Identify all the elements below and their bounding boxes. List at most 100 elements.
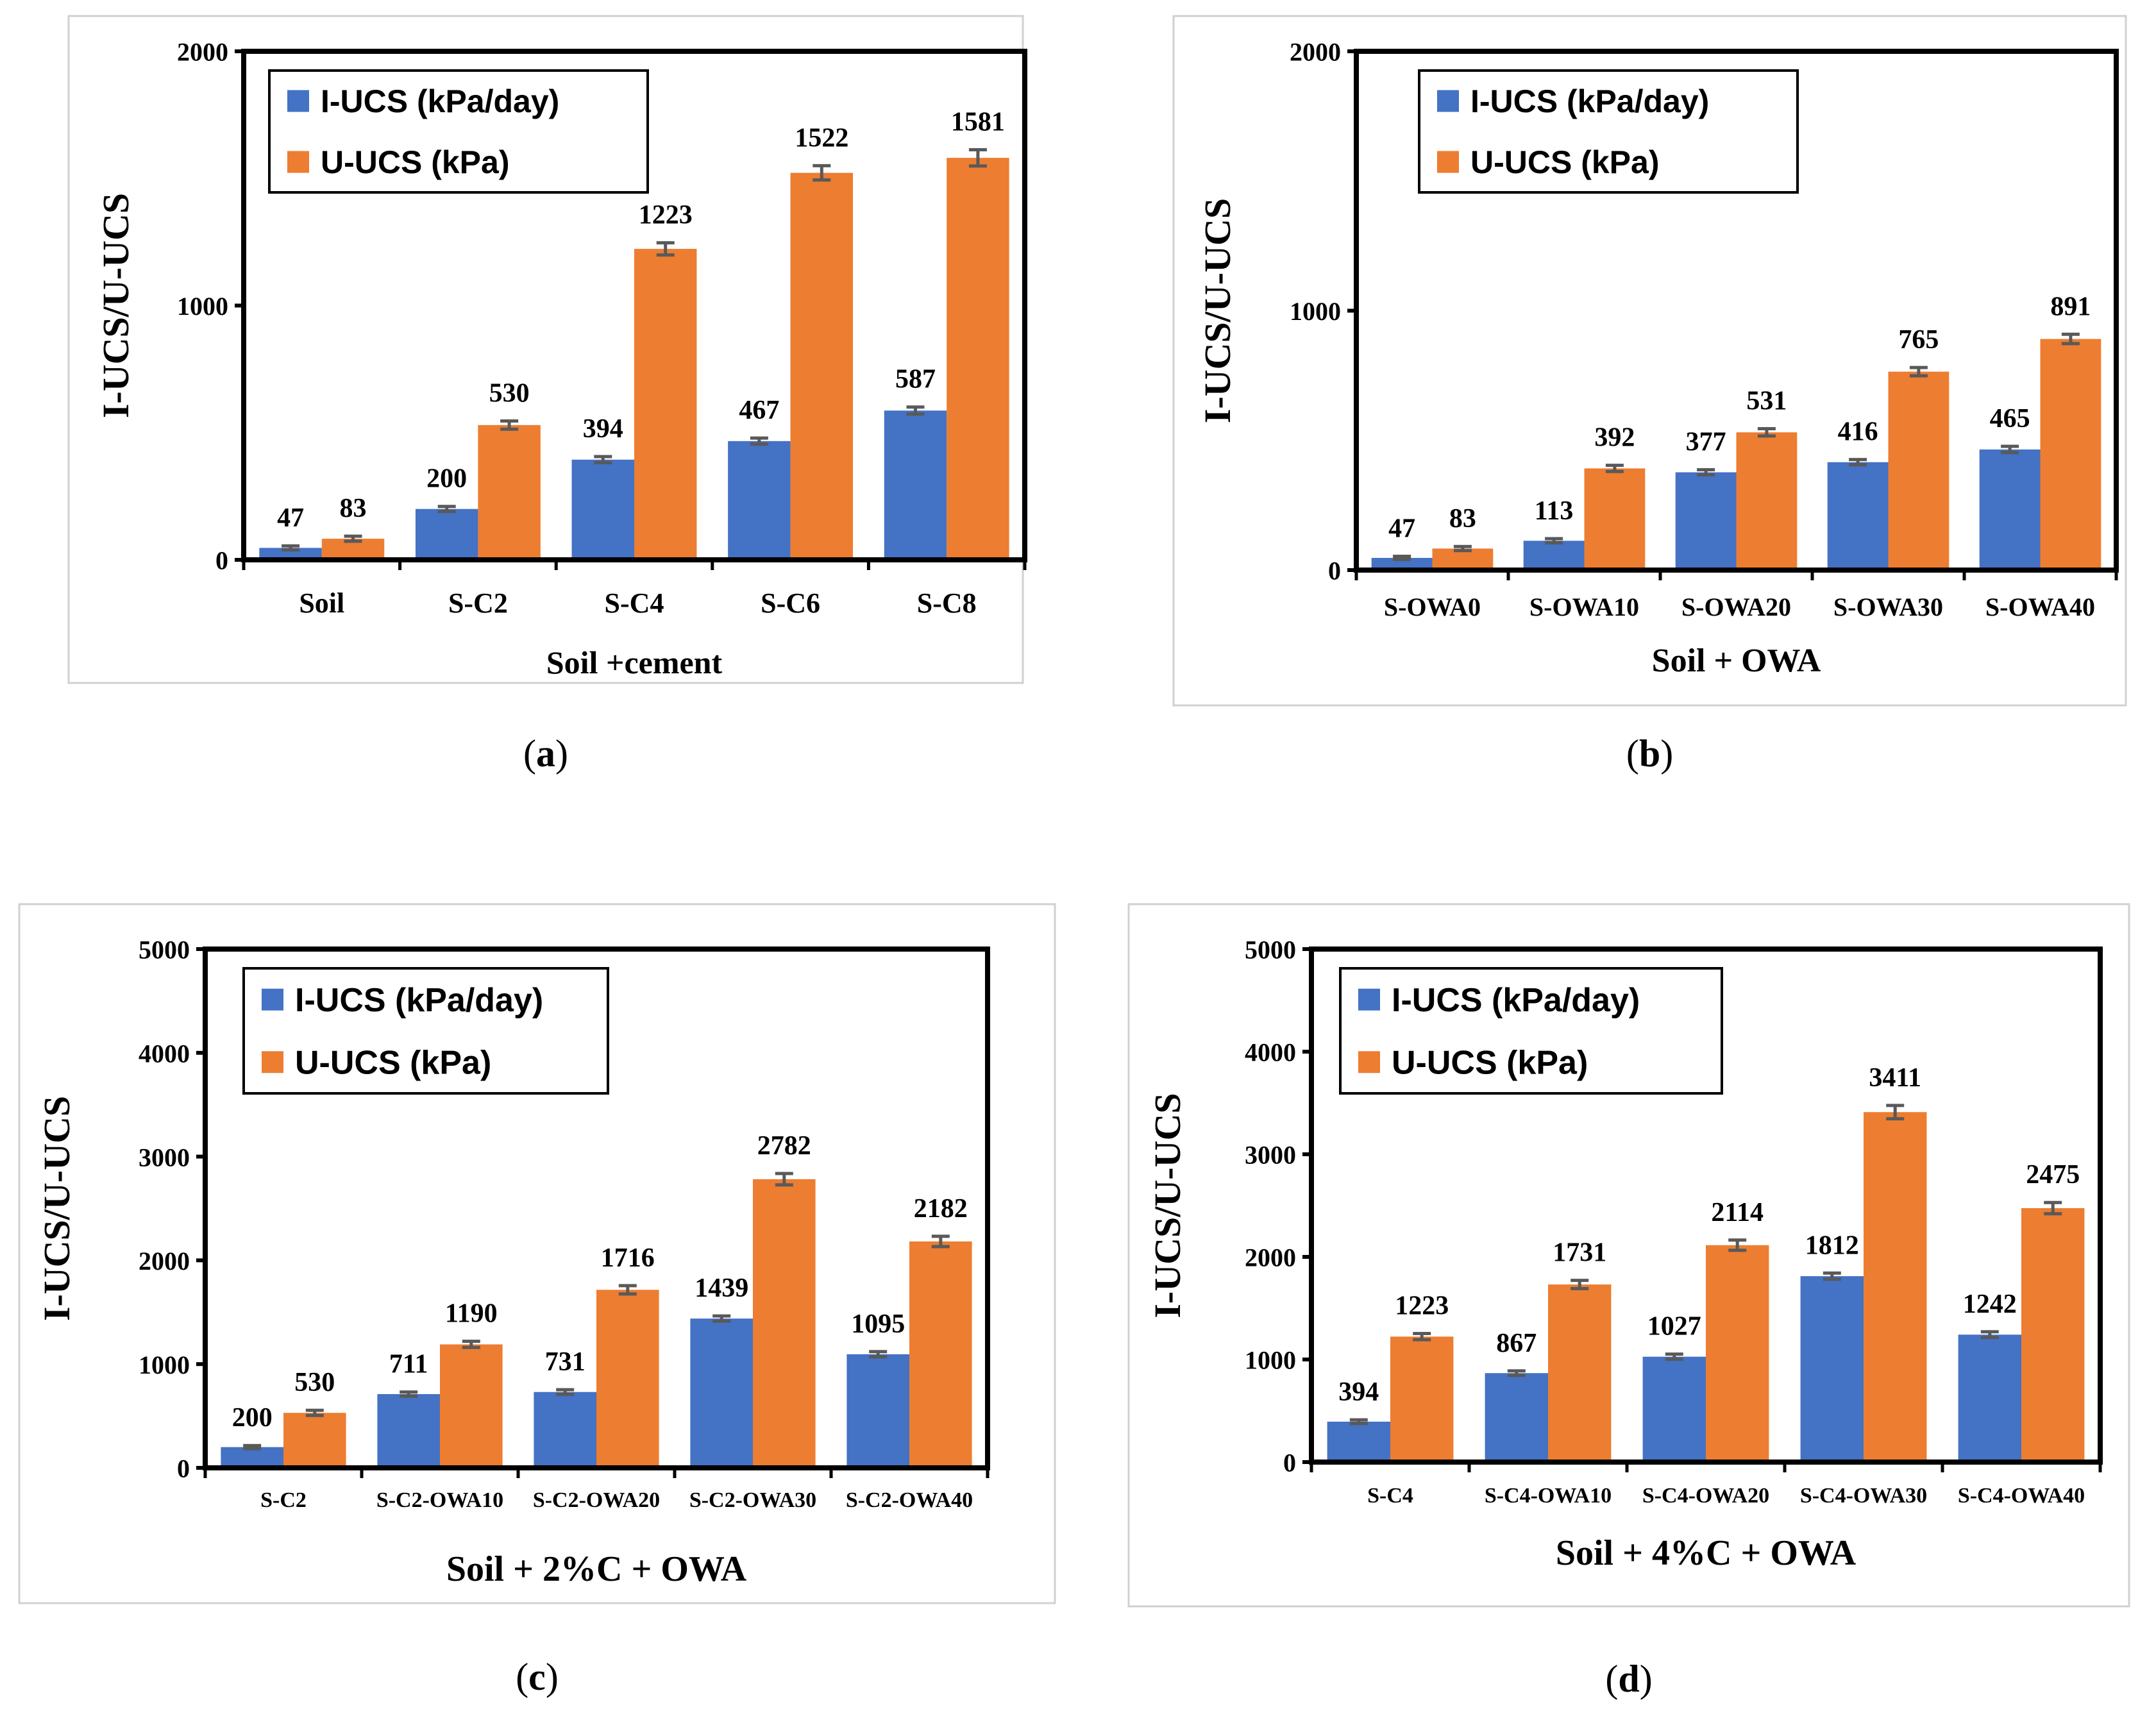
error-bar xyxy=(1728,1238,1747,1252)
data-label: 1716 xyxy=(601,1243,655,1273)
error-bar xyxy=(1909,366,1928,378)
legend-label: I-UCS (kPa/day) xyxy=(1470,83,1709,119)
error-bar xyxy=(1886,1104,1905,1121)
x-tick-label: S-C6 xyxy=(761,587,820,619)
data-label: 3411 xyxy=(1869,1063,1921,1093)
error-bar xyxy=(869,1350,888,1359)
plot-area: 47 113 377 416 465 83 392 531 765 891 xyxy=(1371,292,2101,570)
y-tick-label: 4000 xyxy=(1245,1038,1296,1067)
data-label: 1223 xyxy=(639,201,693,230)
legend-label: I-UCS (kPa/day) xyxy=(295,982,543,1019)
y-tick-label: 5000 xyxy=(139,936,190,964)
data-label: 731 xyxy=(545,1347,585,1377)
bar xyxy=(283,1413,346,1468)
x-tick-label: S-C2-OWA30 xyxy=(689,1488,816,1512)
x-tick-label: S-C4-OWA20 xyxy=(1642,1484,1769,1508)
caption-paren-open: ( xyxy=(523,732,536,775)
error-bar xyxy=(1393,555,1411,561)
bar xyxy=(1485,1373,1548,1462)
error-bar xyxy=(1545,537,1563,545)
panel-caption: (d) xyxy=(1605,1658,1652,1700)
data-label: 1581 xyxy=(951,107,1005,137)
error-bar xyxy=(618,1284,637,1296)
error-bar xyxy=(906,405,925,416)
bar xyxy=(1800,1276,1864,1462)
x-tick-label: S-OWA10 xyxy=(1529,593,1639,621)
error-bar xyxy=(305,1408,324,1417)
legend-swatch xyxy=(287,151,309,173)
x-tick-label: S-C2 xyxy=(448,587,508,619)
bar xyxy=(1706,1245,1769,1462)
data-label: 1731 xyxy=(1553,1238,1606,1268)
x-tick-label: S-C2-OWA40 xyxy=(846,1488,973,1512)
x-tick-label: S-OWA20 xyxy=(1681,593,1791,621)
bar xyxy=(909,1241,972,1468)
data-label: 2782 xyxy=(757,1131,811,1161)
caption-letter: d xyxy=(1618,1658,1639,1700)
error-bar xyxy=(1605,464,1624,473)
data-label: 465 xyxy=(1990,404,2030,433)
error-bar xyxy=(243,1443,262,1451)
legend: I-UCS (kPa/day) U-UCS (kPa) xyxy=(1418,69,1799,194)
bar xyxy=(1827,462,1889,570)
data-label: 47 xyxy=(277,503,304,533)
y-axis-title: I-UCS/U-UCS xyxy=(95,193,137,418)
data-label: 1190 xyxy=(445,1299,498,1329)
error-bar xyxy=(1571,1279,1589,1290)
bar xyxy=(2040,339,2101,570)
error-bar xyxy=(1849,458,1867,467)
y-tick-label: 1000 xyxy=(1290,297,1341,326)
x-axis-title: Soil + 4%C + OWA xyxy=(1556,1533,1857,1573)
error-bar xyxy=(712,1314,731,1323)
data-label: 83 xyxy=(340,494,367,523)
legend: I-UCS (kPa/day) U-UCS (kPa) xyxy=(242,967,609,1095)
bar xyxy=(534,1392,596,1468)
bar xyxy=(415,509,478,560)
y-tick-label: 4000 xyxy=(139,1039,190,1068)
y-tick-label: 5000 xyxy=(1245,936,1296,964)
error-bar xyxy=(775,1172,793,1187)
x-axis-title: Soil + OWA xyxy=(1652,643,1821,679)
data-label: 416 xyxy=(1838,417,1878,447)
data-label: 2475 xyxy=(2026,1160,2080,1190)
x-tick-label: S-C4 xyxy=(1367,1484,1413,1508)
legend-label: U-UCS (kPa) xyxy=(321,144,509,180)
y-tick-label: 0 xyxy=(215,546,228,575)
bar xyxy=(728,441,791,560)
error-bar xyxy=(1453,544,1472,553)
error-bar xyxy=(968,147,987,168)
y-tick-label: 1000 xyxy=(177,292,228,321)
error-bar xyxy=(1980,1330,1999,1340)
legend-frame xyxy=(1418,69,1799,194)
y-tick-label: 3000 xyxy=(139,1143,190,1172)
data-label: 587 xyxy=(895,365,936,394)
legend-swatch xyxy=(1358,1051,1380,1073)
caption-paren-close: ) xyxy=(546,1656,559,1698)
caption-paren-close: ) xyxy=(1660,732,1673,775)
legend-frame xyxy=(268,69,649,194)
x-tick-label: S-C4-OWA40 xyxy=(1958,1484,2085,1508)
error-bar xyxy=(500,419,519,431)
bar xyxy=(1390,1336,1454,1462)
bar xyxy=(1736,432,1798,570)
x-tick-label: S-OWA40 xyxy=(1985,593,2095,621)
x-tick-label: S-C2 xyxy=(260,1488,307,1512)
bar xyxy=(790,172,854,560)
bar xyxy=(1979,449,2041,570)
y-tick-label: 0 xyxy=(1328,557,1341,585)
legend-label: U-UCS (kPa) xyxy=(1392,1044,1588,1081)
data-label: 394 xyxy=(1338,1377,1379,1407)
bar xyxy=(1584,468,1646,570)
plot-frame xyxy=(203,947,990,1470)
error-bar xyxy=(1757,427,1776,438)
bar xyxy=(1675,472,1737,570)
error-bar xyxy=(656,241,675,257)
chart-panel-d: 394 867 1027 1812 1242 1223 1731 2114 3411 2475 0 1… xyxy=(1127,903,2130,1700)
data-label: 1242 xyxy=(1963,1290,2017,1319)
legend: I-UCS (kPa/day) U-UCS (kPa) xyxy=(268,69,649,194)
data-label: 392 xyxy=(1594,423,1635,453)
bar xyxy=(884,410,947,560)
x-tick-label: S-C4-OWA30 xyxy=(1800,1484,1927,1508)
caption-paren-open: ( xyxy=(1626,732,1639,775)
